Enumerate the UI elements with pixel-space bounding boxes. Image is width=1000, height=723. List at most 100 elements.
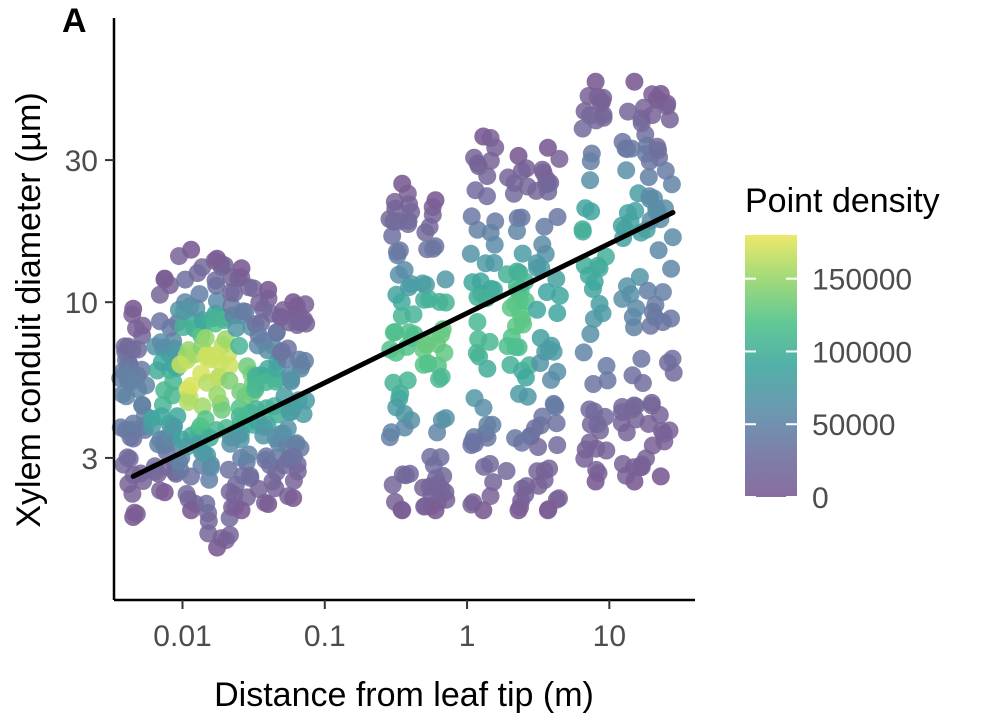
scatter-point — [649, 141, 668, 160]
scatter-point — [509, 146, 528, 165]
scatter-point — [663, 349, 682, 368]
scatter-point — [544, 342, 563, 361]
scatter-point — [426, 501, 445, 520]
scatter-point — [663, 228, 682, 247]
scatter-point — [254, 426, 273, 445]
y-tick-label: 10 — [65, 287, 98, 320]
scatter-point — [497, 462, 516, 480]
scatter-point — [190, 285, 209, 304]
scatter-point — [643, 436, 662, 455]
scatter-point — [475, 457, 494, 476]
scatter-point — [617, 423, 636, 442]
scatter-point — [579, 266, 598, 285]
scatter-point — [468, 313, 487, 331]
scatter-point — [206, 271, 225, 290]
scatter-point — [272, 308, 291, 326]
scatter-point — [509, 501, 528, 520]
y-tick-label: 3 — [81, 443, 98, 476]
scatter-point — [573, 220, 592, 239]
scatter-point — [662, 259, 681, 278]
scatter-point — [538, 138, 557, 157]
scatter-point — [380, 428, 399, 447]
scatter-point — [632, 349, 651, 368]
scatter-point — [621, 285, 640, 304]
scatter-point — [392, 293, 411, 311]
legend-tick-label: 100000 — [812, 336, 912, 369]
scatter-point — [244, 279, 263, 298]
scatter-point — [197, 347, 216, 366]
scatter-point — [179, 393, 197, 411]
scatter-point — [384, 373, 403, 392]
scatter-point — [175, 302, 193, 320]
scatter-point — [424, 456, 443, 475]
scatter-point — [485, 235, 504, 254]
scatter-point — [531, 416, 550, 435]
scatter-point — [576, 440, 595, 459]
scatter-point — [432, 411, 451, 430]
scatter-point — [395, 404, 414, 423]
scatter-point — [538, 501, 557, 520]
scatter-point — [506, 429, 525, 448]
scatter-point — [513, 244, 532, 263]
scatter-point — [580, 400, 599, 419]
scatter-point — [480, 332, 499, 351]
scatter-point — [516, 368, 535, 387]
scatter-point — [263, 472, 282, 491]
scatter-point — [535, 217, 554, 236]
scatter-point — [508, 222, 526, 241]
scatter-point — [182, 501, 201, 520]
scatter-point — [527, 254, 546, 273]
scatter-point — [199, 512, 218, 530]
scatter-point — [232, 259, 251, 278]
legend-tick-label: 150000 — [812, 264, 912, 297]
scatter-point — [182, 376, 200, 395]
scatter-point — [573, 119, 592, 138]
scatter-point — [550, 149, 569, 168]
scatter-point — [462, 207, 481, 226]
scatter-point — [481, 487, 500, 506]
scatter-point — [420, 290, 438, 309]
scatter-points — [111, 72, 683, 557]
scatter-point — [424, 239, 442, 258]
scatter-point — [219, 460, 238, 479]
scatter-point — [249, 480, 268, 498]
scatter-point — [155, 483, 174, 502]
scatter-point — [151, 333, 170, 352]
scatter-point — [476, 254, 495, 273]
scatter-point — [474, 398, 493, 417]
scatter-point — [597, 356, 616, 375]
scatter-point — [220, 356, 239, 375]
x-axis-ticks: 0.01 0.1 1 10 — [153, 600, 626, 653]
legend: Point density 0 50000 100000 150000 — [745, 182, 940, 515]
scatter-point — [414, 478, 433, 497]
panel-label: A — [62, 2, 87, 40]
scatter-point — [267, 323, 286, 342]
scatter-point — [393, 501, 412, 520]
scatter-point — [463, 273, 482, 292]
scatter-point — [586, 472, 605, 491]
scatter-point — [121, 372, 140, 391]
scatter-point — [483, 415, 502, 434]
scatter-point — [643, 302, 662, 321]
scatter-point — [581, 325, 600, 343]
scatter-point — [461, 244, 480, 263]
scatter-point — [617, 161, 636, 180]
scatter-point — [227, 319, 246, 337]
scatter-point — [510, 384, 528, 403]
scatter-point — [413, 274, 432, 293]
scatter-point — [398, 371, 417, 390]
scatter-point — [467, 344, 486, 363]
scatter-point — [208, 385, 227, 404]
scatter-point — [383, 226, 402, 245]
scatter-point — [195, 444, 214, 463]
scatter-point — [484, 473, 503, 492]
x-axis-title: Distance from leaf tip (m) — [214, 676, 594, 714]
scatter-point — [278, 419, 297, 438]
scatter-point — [533, 160, 552, 179]
scatter-point — [465, 148, 484, 167]
scatter-point — [230, 336, 249, 355]
scatter-point — [598, 371, 617, 390]
legend-ticks: 0 50000 100000 150000 — [745, 264, 912, 515]
scatter-point — [296, 351, 314, 370]
